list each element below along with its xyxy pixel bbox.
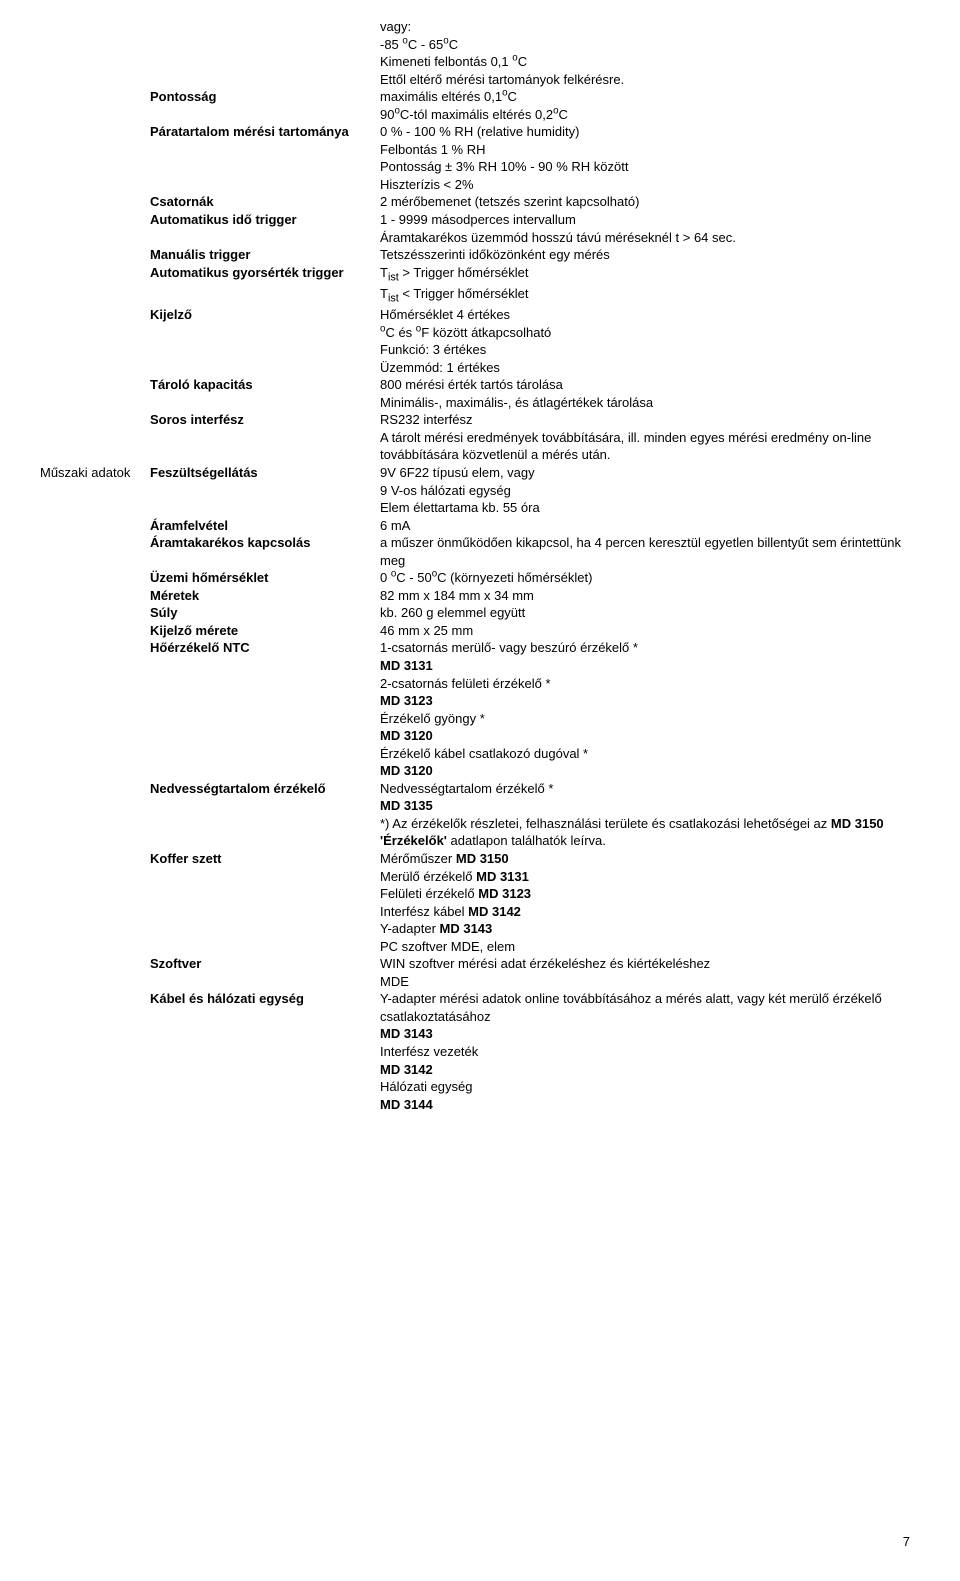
- spec-value: 46 mm x 25 mm: [380, 622, 910, 640]
- spec-row: Áramtakarékos kapcsolása műszer önműködő…: [40, 534, 910, 569]
- spec-label: Üzemi hőmérséklet: [150, 569, 380, 587]
- spec-value: 6 mA: [380, 517, 910, 535]
- spec-label: Feszültségellátás: [150, 464, 380, 482]
- spec-value: 0 % - 100 % RH (relative humidity)Felbon…: [380, 123, 910, 193]
- spec-row: Kijelző mérete46 mm x 25 mm: [40, 622, 910, 640]
- spec-row: Méretek82 mm x 184 mm x 34 mm: [40, 587, 910, 605]
- spec-label: Áramfelvétel: [150, 517, 380, 535]
- spec-label: Automatikus idő trigger: [150, 211, 380, 229]
- spec-value: a műszer önműködően kikapcsol, ha 4 perc…: [380, 534, 910, 569]
- spec-value: vagy:-85 oC - 65oCKimeneti felbontás 0,1…: [380, 18, 910, 88]
- spec-row: Súlykb. 260 g elemmel együtt: [40, 604, 910, 622]
- spec-row: Csatornák2 mérőbemenet (tetszés szerint …: [40, 193, 910, 211]
- spec-value: Tetszésszerinti időközönként egy mérés: [380, 246, 910, 264]
- spec-label: Tároló kapacitás: [150, 376, 380, 394]
- spec-row: Koffer szettMérőműszer MD 3150Merülő érz…: [40, 850, 910, 955]
- side-label: Műszaki adatok: [40, 464, 150, 482]
- spec-row: Pontosságmaximális eltérés 0,1oC90oC-tól…: [40, 88, 910, 123]
- spec-label: Manuális trigger: [150, 246, 380, 264]
- spec-row: Automatikus idő trigger1 - 9999 másodper…: [40, 211, 910, 246]
- spec-value: Tist > Trigger hőmérsékletTist < Trigger…: [380, 264, 910, 306]
- spec-label: Szoftver: [150, 955, 380, 973]
- spec-value: WIN szoftver mérési adat érzékeléshez és…: [380, 955, 910, 990]
- spec-value: 2 mérőbemenet (tetszés szerint kapcsolha…: [380, 193, 910, 211]
- spec-table: vagy:-85 oC - 65oCKimeneti felbontás 0,1…: [40, 18, 910, 1113]
- spec-row: vagy:-85 oC - 65oCKimeneti felbontás 0,1…: [40, 18, 910, 88]
- spec-value: Y-adapter mérési adatok online továbbítá…: [380, 990, 910, 1113]
- spec-row: Manuális triggerTetszésszerinti időközön…: [40, 246, 910, 264]
- spec-row: Tároló kapacitás800 mérési érték tartós …: [40, 376, 910, 411]
- spec-row: SzoftverWIN szoftver mérési adat érzékel…: [40, 955, 910, 990]
- spec-value: 82 mm x 184 mm x 34 mm: [380, 587, 910, 605]
- spec-label: Súly: [150, 604, 380, 622]
- spec-label: Hőérzékelő NTC: [150, 639, 380, 657]
- spec-value: maximális eltérés 0,1oC90oC-tól maximáli…: [380, 88, 910, 123]
- spec-row: Áramfelvétel6 mA: [40, 517, 910, 535]
- spec-row: KijelzőHőmérséklet 4 értékesoC és oF köz…: [40, 306, 910, 376]
- spec-label: Nedvességtartalom érzékelő: [150, 780, 380, 798]
- spec-label: Páratartalom mérési tartománya: [150, 123, 380, 141]
- spec-label: Áramtakarékos kapcsolás: [150, 534, 380, 552]
- spec-label: Kijelző: [150, 306, 380, 324]
- spec-value: Mérőműszer MD 3150Merülő érzékelő MD 313…: [380, 850, 910, 955]
- spec-label: Automatikus gyorsérték trigger: [150, 264, 380, 282]
- spec-row: Kábel és hálózati egységY-adapter mérési…: [40, 990, 910, 1113]
- spec-value: kb. 260 g elemmel együtt: [380, 604, 910, 622]
- spec-row: Páratartalom mérési tartománya0 % - 100 …: [40, 123, 910, 193]
- page-number: 7: [40, 1533, 910, 1551]
- spec-row: Műszaki adatokFeszültségellátás9V 6F22 t…: [40, 464, 910, 517]
- spec-row: Automatikus gyorsérték triggerTist > Tri…: [40, 264, 910, 306]
- spec-value: Hőmérséklet 4 értékesoC és oF között átk…: [380, 306, 910, 376]
- spec-label: Kábel és hálózati egység: [150, 990, 380, 1008]
- spec-label: Méretek: [150, 587, 380, 605]
- spec-value: 0 oC - 50oC (környezeti hőmérséklet): [380, 569, 910, 587]
- spec-value: 9V 6F22 típusú elem, vagy9 V-os hálózati…: [380, 464, 910, 517]
- spec-label: Koffer szett: [150, 850, 380, 868]
- spec-value: 1-csatornás merülő- vagy beszúró érzékel…: [380, 639, 910, 779]
- spec-row: Üzemi hőmérséklet0 oC - 50oC (környezeti…: [40, 569, 910, 587]
- spec-row: Hőérzékelő NTC1-csatornás merülő- vagy b…: [40, 639, 910, 779]
- spec-label: Soros interfész: [150, 411, 380, 429]
- spec-label: Kijelző mérete: [150, 622, 380, 640]
- spec-label: Pontosság: [150, 88, 380, 106]
- spec-row: Soros interfészRS232 interfészA tárolt m…: [40, 411, 910, 464]
- spec-value: Nedvességtartalom érzékelő *MD 3135*) Az…: [380, 780, 910, 850]
- spec-label: Csatornák: [150, 193, 380, 211]
- spec-value: 1 - 9999 másodperces intervallumÁramtaka…: [380, 211, 910, 246]
- spec-value: 800 mérési érték tartós tárolásaMinimáli…: [380, 376, 910, 411]
- spec-row: Nedvességtartalom érzékelőNedvességtarta…: [40, 780, 910, 850]
- spec-value: RS232 interfészA tárolt mérési eredménye…: [380, 411, 910, 464]
